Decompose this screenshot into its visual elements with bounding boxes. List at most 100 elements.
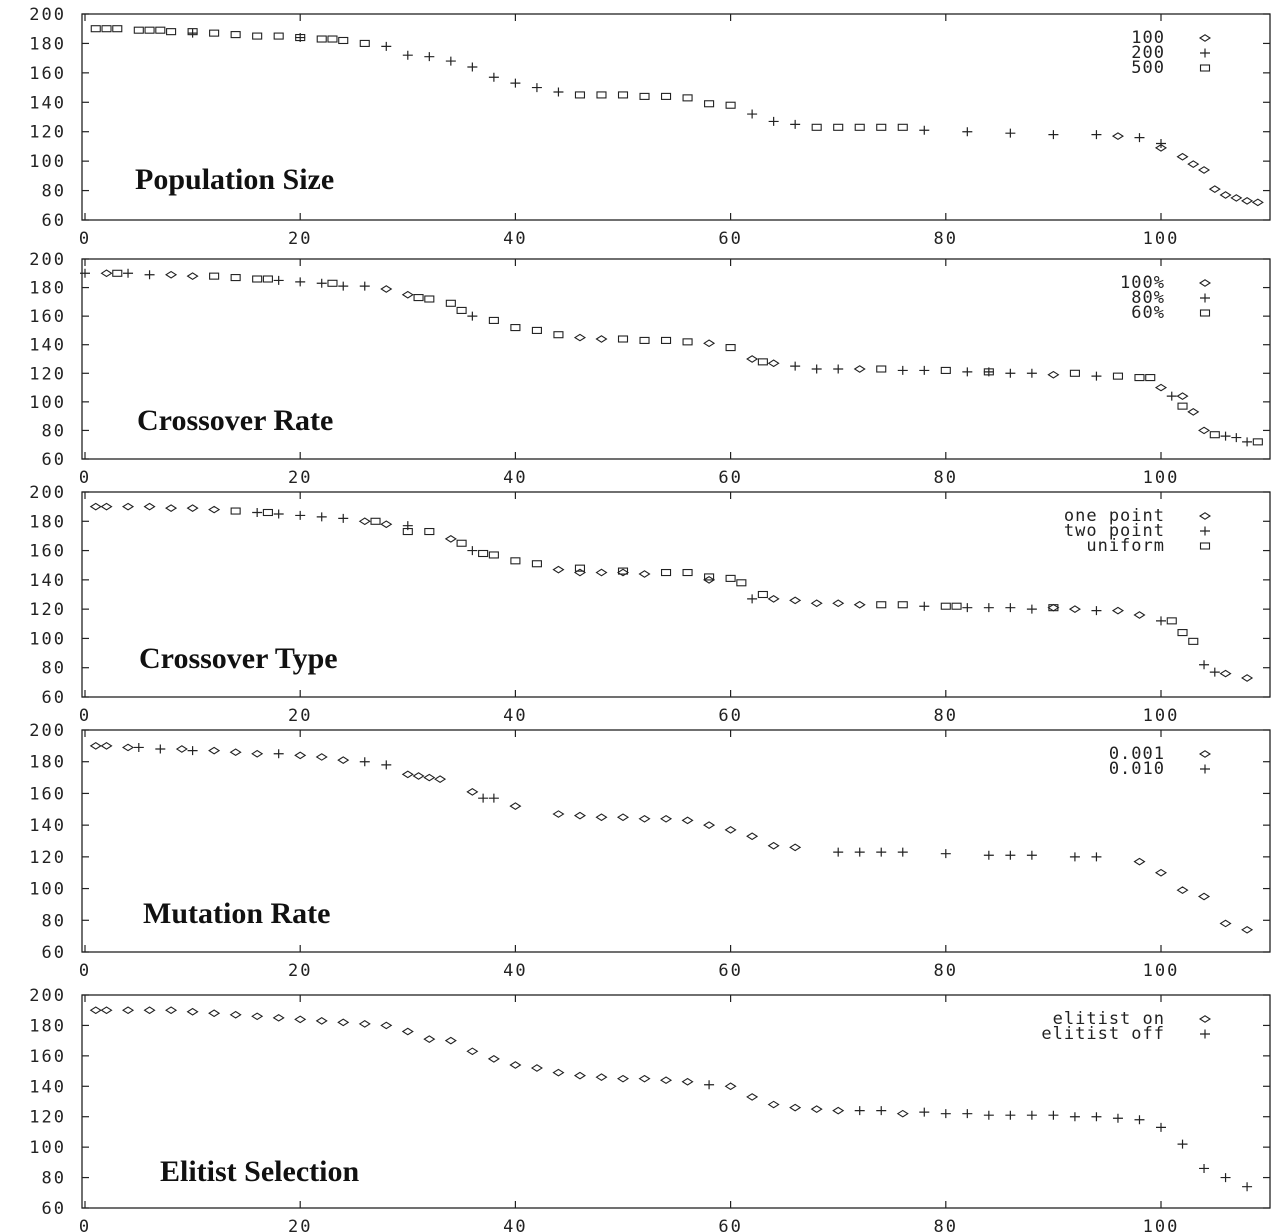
y-tick-label: 140 bbox=[29, 571, 66, 591]
data-point-diamond bbox=[595, 813, 608, 822]
data-point-square bbox=[1177, 629, 1188, 637]
data-point-plus bbox=[553, 87, 564, 97]
data-point-square bbox=[876, 365, 887, 373]
data-point-plus bbox=[80, 268, 90, 278]
y-tick-label: 100 bbox=[29, 152, 66, 172]
y-tick-label: 180 bbox=[29, 34, 66, 54]
data-point-diamond bbox=[100, 1006, 113, 1015]
data-point-diamond bbox=[89, 742, 102, 750]
data-point-plus bbox=[1069, 1112, 1080, 1122]
data-point-square bbox=[951, 602, 962, 610]
data-point-plus bbox=[704, 1080, 715, 1090]
series-plus bbox=[133, 742, 1102, 862]
chart-panel-2: 60 80 100 120 140 160 180 200 0 20 40 60 80 100 100%80… bbox=[29, 250, 1271, 488]
data-point-plus bbox=[187, 28, 198, 38]
data-point-plus bbox=[381, 760, 392, 770]
x-tick-label: 100 bbox=[1143, 1217, 1180, 1232]
y-tick-label: 120 bbox=[29, 123, 66, 143]
data-point-plus bbox=[1048, 1110, 1059, 1120]
series-square bbox=[90, 25, 908, 131]
data-point-plus bbox=[316, 278, 327, 288]
data-point-plus bbox=[488, 72, 499, 82]
y-tick-label: 60 bbox=[42, 943, 66, 963]
data-point-diamond bbox=[466, 1047, 479, 1056]
data-point-diamond bbox=[810, 1105, 823, 1113]
data-point-plus bbox=[467, 311, 478, 321]
data-point-square bbox=[370, 517, 381, 525]
data-point-diamond bbox=[358, 517, 371, 526]
legend-label: 500 bbox=[1131, 58, 1165, 78]
legend-marker-plus bbox=[1200, 526, 1210, 536]
data-point-square bbox=[660, 92, 672, 100]
data-point-diamond bbox=[251, 1012, 264, 1021]
y-tick-label: 160 bbox=[29, 1047, 66, 1067]
series-plus bbox=[704, 1080, 1253, 1192]
data-point-diamond bbox=[208, 746, 221, 755]
data-point-diamond bbox=[272, 1013, 285, 1022]
data-point-plus bbox=[897, 847, 908, 857]
data-point-diamond bbox=[186, 1007, 199, 1016]
data-point-diamond bbox=[1198, 426, 1211, 435]
data-point-diamond bbox=[1230, 194, 1243, 202]
data-point-diamond bbox=[122, 743, 135, 752]
data-point-diamond bbox=[703, 339, 716, 348]
data-point-diamond bbox=[1154, 144, 1168, 152]
data-point-square bbox=[1048, 604, 1059, 612]
legend-marker-plus bbox=[1200, 764, 1210, 774]
data-point-plus bbox=[488, 793, 499, 803]
data-point-square bbox=[983, 368, 994, 376]
data-point-plus bbox=[445, 56, 456, 66]
data-point-diamond bbox=[434, 775, 447, 784]
plot-frame bbox=[81, 258, 1271, 460]
data-point-plus bbox=[1026, 1110, 1037, 1120]
legend-marker-square bbox=[1199, 309, 1211, 317]
data-point-plus bbox=[1005, 128, 1016, 138]
data-point-diamond bbox=[595, 335, 608, 343]
legend-label: 100 bbox=[1131, 28, 1165, 48]
data-point-square bbox=[488, 551, 499, 559]
data-point-plus bbox=[1026, 850, 1037, 860]
data-point-diamond bbox=[380, 520, 393, 529]
data-point-square bbox=[90, 25, 101, 33]
data-point-diamond bbox=[660, 1076, 673, 1085]
data-point-diamond bbox=[1154, 383, 1168, 392]
data-point-plus bbox=[1220, 431, 1231, 441]
data-point-square bbox=[617, 567, 629, 575]
data-point-square bbox=[1177, 402, 1188, 410]
data-point-diamond bbox=[165, 270, 178, 279]
y-tick-label: 60 bbox=[42, 688, 66, 708]
data-point-diamond bbox=[573, 811, 586, 820]
y-tick-label: 140 bbox=[29, 816, 66, 836]
data-point-square bbox=[510, 324, 521, 332]
data-point-diamond bbox=[853, 600, 866, 609]
y-tick-label: 60 bbox=[42, 1199, 66, 1219]
legend-marker-diamond bbox=[1198, 1015, 1212, 1023]
data-point-diamond bbox=[466, 787, 479, 796]
data-point-square bbox=[155, 26, 166, 34]
data-point-square bbox=[456, 306, 467, 314]
data-point-square bbox=[757, 590, 768, 599]
data-point-square bbox=[510, 557, 521, 565]
x-tick-label: 0 bbox=[79, 961, 91, 981]
data-point-diamond bbox=[681, 816, 694, 825]
data-point-plus bbox=[919, 1107, 930, 1117]
data-point-square bbox=[833, 123, 844, 131]
data-point-diamond bbox=[100, 502, 113, 511]
data-point-diamond bbox=[573, 1071, 586, 1080]
y-tick-label: 140 bbox=[29, 336, 66, 356]
y-tick-label: 200 bbox=[29, 721, 66, 741]
data-point-plus bbox=[1005, 1110, 1016, 1120]
y-tick-label: 140 bbox=[29, 93, 66, 113]
data-point-square bbox=[704, 100, 715, 108]
data-point-diamond bbox=[638, 814, 651, 823]
x-tick-label: 0 bbox=[79, 468, 91, 488]
y-tick-label: 80 bbox=[42, 1169, 66, 1189]
data-point-plus bbox=[1026, 604, 1037, 614]
plot-frame bbox=[81, 491, 1271, 698]
x-tick-label: 100 bbox=[1143, 706, 1180, 726]
data-point-diamond bbox=[165, 1006, 178, 1015]
data-point-plus bbox=[359, 281, 370, 291]
data-point-diamond bbox=[767, 1100, 780, 1109]
